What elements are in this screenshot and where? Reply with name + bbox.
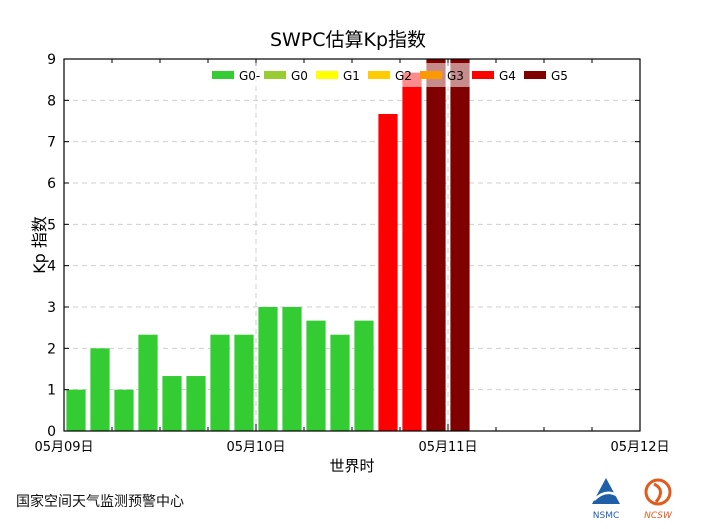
x-tick-label: 05月09日 [34,440,93,455]
kp-bar [306,320,326,431]
legend-swatch [524,71,546,79]
kp-bar [402,72,422,431]
legend-label: G5 [551,69,568,83]
y-tick-label: 8 [47,93,56,109]
y-axis-label: Kp 指数 [30,216,49,274]
legend-box [206,63,576,87]
legend-swatch [264,71,286,79]
kp-bar [282,307,302,431]
legend-label: G0- [239,69,260,83]
legend-label: G3 [447,69,464,83]
nsmc-logo-text: NSMC [593,511,620,521]
y-tick-label: 7 [47,135,56,151]
kp-bar [138,334,158,431]
y-tick-label: 4 [47,259,56,275]
kp-bar [450,59,470,431]
legend-swatch [316,71,338,79]
y-tick-label: 9 [47,52,56,68]
kp-bar [114,389,134,431]
axes: 0 1 2 3 4 5 6 7 8 9 05月09日 05月10日 05月11日 05月12日 [34,52,669,455]
chart-title: SWPC估算Kp指数 [270,29,426,51]
ncsw-logo: NCSW [644,478,673,521]
bar-series [66,59,470,432]
y-tick-label: 6 [47,176,56,192]
x-tick-label: 05月11日 [418,440,477,455]
legend-label: G2 [395,69,412,83]
kp-bar [426,59,446,431]
legend-label: G4 [499,69,516,83]
agency-logos: NSMC NCSW [592,478,673,521]
kp-bar [66,389,86,431]
legend-swatch [212,71,234,79]
y-tick-label: 2 [47,341,56,357]
y-tick-label: 3 [47,300,56,316]
ncsw-logo-text: NCSW [644,511,673,521]
kp-bar [378,113,398,432]
x-tick-label: 05月12日 [610,440,669,455]
legend-label: G1 [343,69,360,83]
x-tick-label: 05月10日 [226,440,285,455]
kp-bar [210,334,230,431]
legend: G0- G0 G1 G2 G3 G4 G5 [206,63,576,87]
kp-bar [234,334,254,431]
kp-bar [258,307,278,431]
grid-lines [64,59,640,431]
agency-label: 国家空间天气监测预警中心 [16,494,184,510]
kp-bar [162,376,182,431]
legend-label: G0 [291,69,308,83]
y-tick-label: 0 [47,424,56,440]
kp-bar [354,320,374,431]
legend-swatch [368,71,390,79]
nsmc-logo: NSMC [592,478,620,521]
legend-swatch [420,71,442,79]
y-tick-label: 1 [47,383,56,399]
kp-bar [330,334,350,431]
kp-bar [186,376,206,431]
legend-swatch [472,71,494,79]
x-axis-label: 世界时 [329,457,374,475]
kp-bar [90,348,110,431]
y-tick-label: 5 [47,217,56,233]
